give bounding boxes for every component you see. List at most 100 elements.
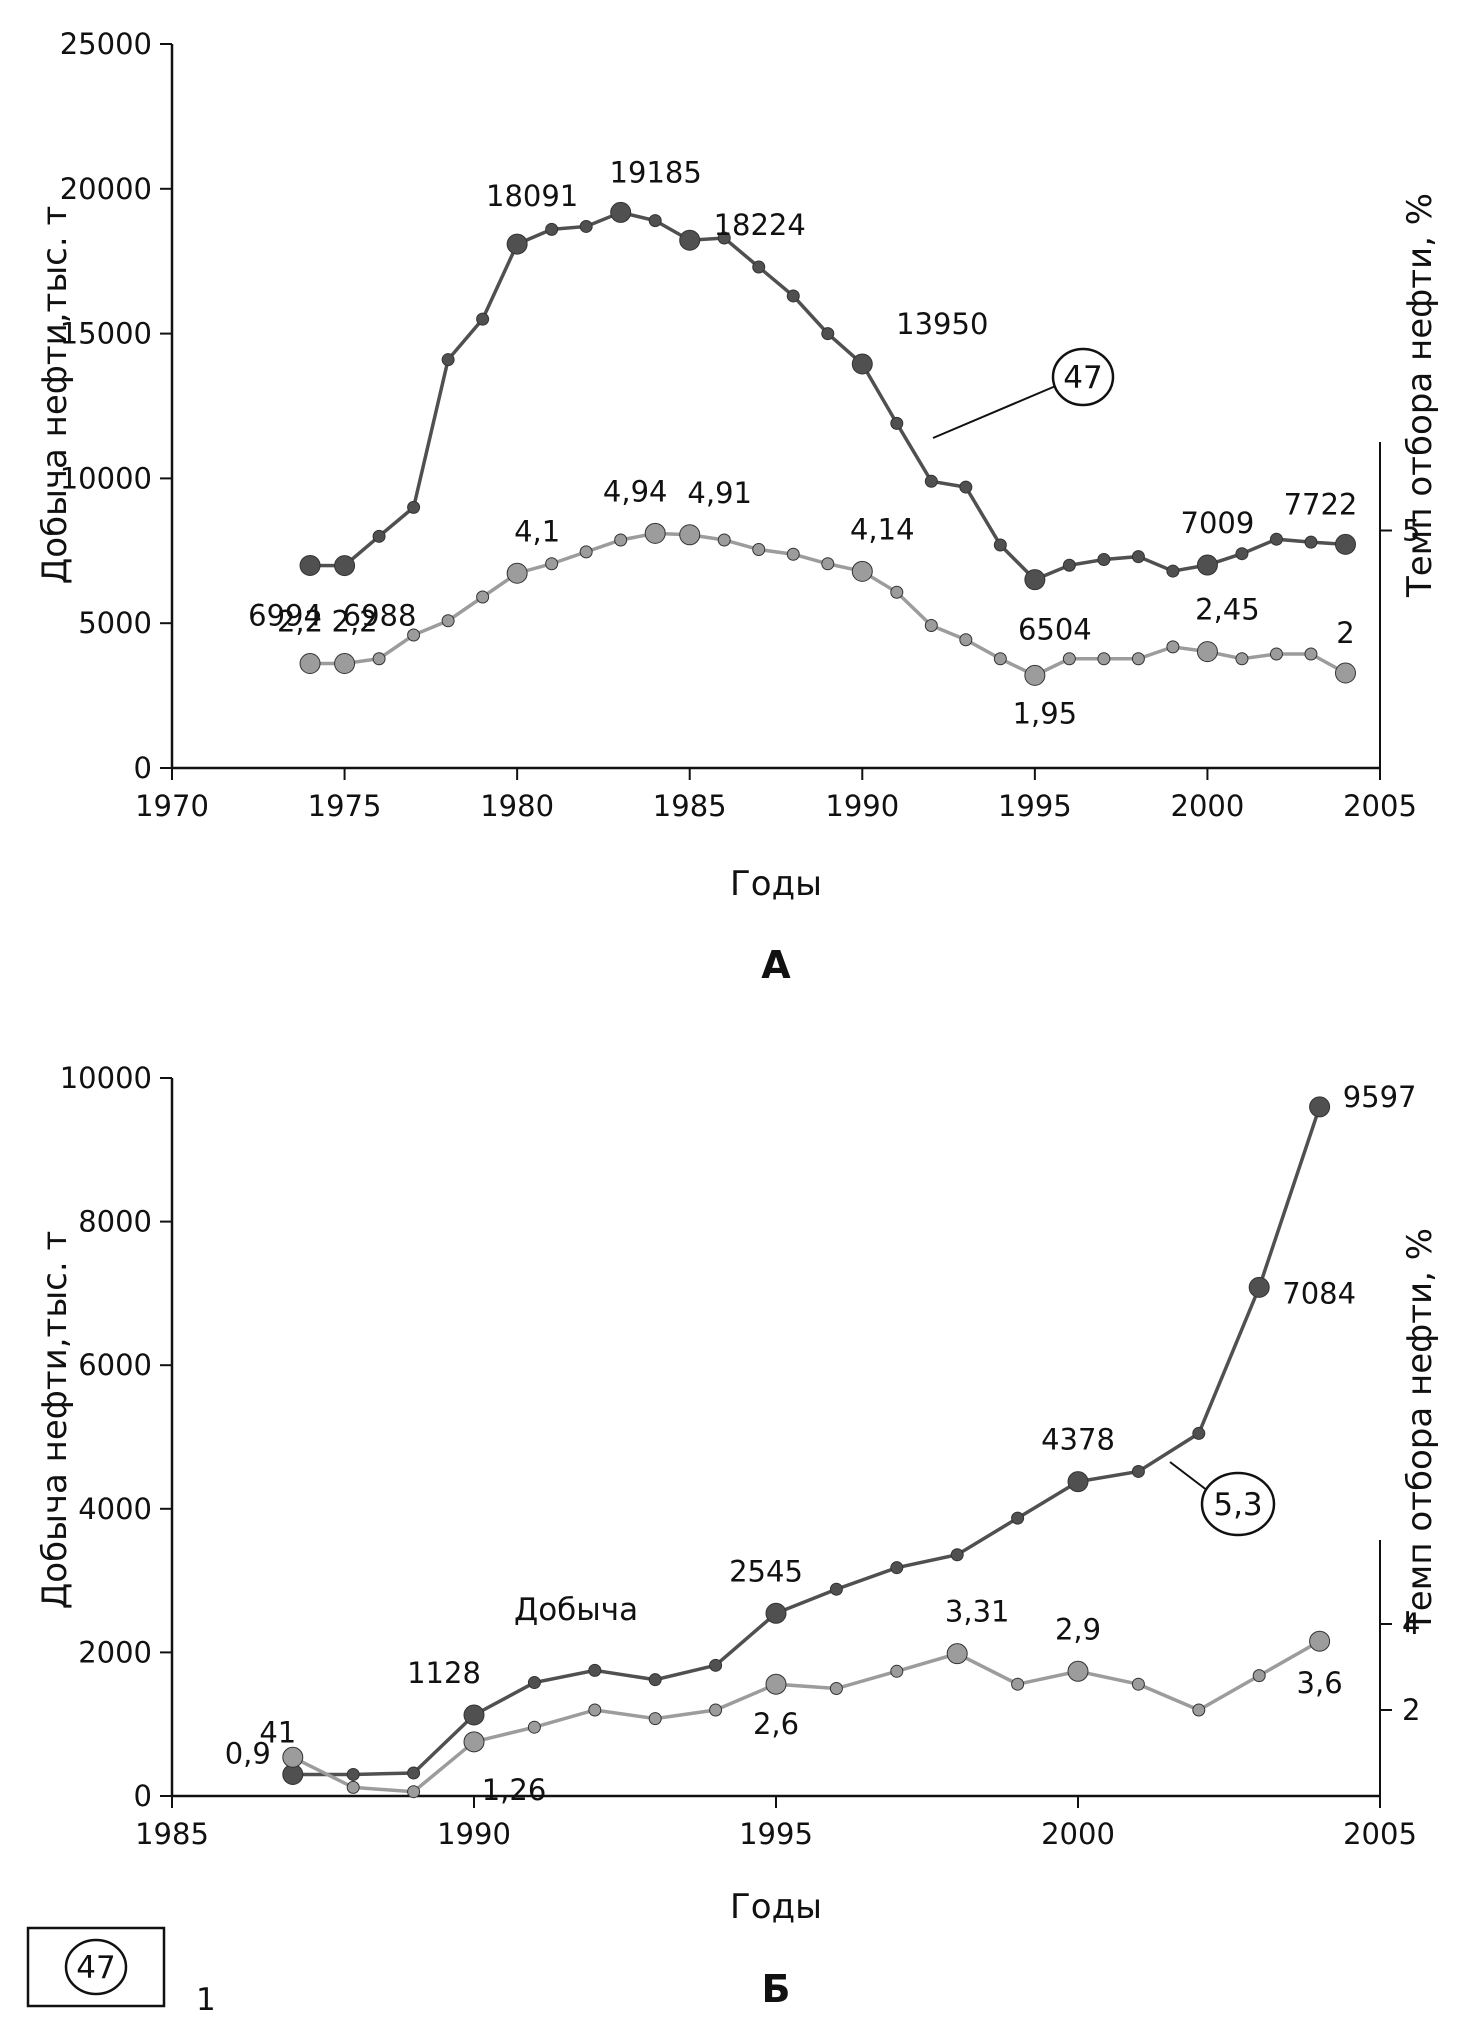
data-point <box>890 1664 904 1678</box>
legend-marker-label: 47 <box>76 1950 115 1986</box>
data-point <box>1166 640 1180 654</box>
data-point <box>1131 652 1145 666</box>
data-point <box>1309 1096 1331 1118</box>
data-point <box>1334 533 1356 555</box>
x-tick-label: 1975 <box>308 789 382 823</box>
series-line <box>292 1639 1321 1794</box>
data-label: 1,26 <box>482 1773 547 1807</box>
data-label: 18091 <box>486 179 578 213</box>
data-point <box>1309 1630 1331 1652</box>
data-point <box>959 480 973 494</box>
chart-b-ylabel: Добыча нефти,тыс. т <box>35 1231 75 1610</box>
data-label: 2 <box>1336 616 1354 650</box>
data-label: 4,94 <box>603 474 668 508</box>
data-point <box>709 1658 723 1672</box>
chart-a-marks <box>299 201 1356 686</box>
data-point <box>407 628 421 642</box>
data-point <box>765 1602 787 1624</box>
y-tick-label: 2000 <box>78 1635 152 1669</box>
data-label: 4378 <box>1041 1423 1115 1457</box>
data-point <box>679 524 701 546</box>
chart-b-caption: Б <box>762 1967 791 2011</box>
data-point <box>1131 1677 1145 1691</box>
data-point <box>1097 652 1111 666</box>
data-label: 13950 <box>896 307 988 341</box>
data-label: 18224 <box>714 208 806 242</box>
chart-a-ylabel-right: Темп отбора нефти, % <box>1400 193 1440 598</box>
chart-b-ylabel-right: Темп отбора нефти, % <box>1400 1228 1440 1633</box>
data-point <box>648 1712 662 1726</box>
series-line <box>310 531 1347 678</box>
y-tick-label: 0 <box>134 1779 152 1813</box>
data-point <box>1304 647 1318 661</box>
data-label: 1,95 <box>1013 696 1078 730</box>
data-label: 7009 <box>1181 506 1255 540</box>
data-point <box>1252 1669 1266 1683</box>
data-point <box>924 474 938 488</box>
data-point <box>1067 1471 1089 1493</box>
data-label: 0,9 <box>225 1736 271 1770</box>
y-tick-label: 25000 <box>60 27 152 61</box>
chart-b-marker-circle <box>1200 1471 1276 1537</box>
data-point <box>527 1676 541 1690</box>
data-point <box>1235 652 1249 666</box>
data-label: 2545 <box>729 1554 803 1588</box>
y-right-tick-label: 4 <box>1402 1607 1420 1641</box>
y-right-tick-label: 2 <box>1402 1693 1420 1727</box>
data-point <box>1269 647 1283 661</box>
y-right-tick-label: 5 <box>1402 514 1420 548</box>
data-point <box>1024 569 1046 591</box>
chart-a-marker-circle <box>1051 347 1115 407</box>
data-point <box>1062 558 1076 572</box>
chart-b-marker-leader <box>1169 1461 1213 1495</box>
data-label: 4,91 <box>687 476 752 510</box>
data-point <box>1192 1703 1206 1717</box>
data-point <box>334 653 356 674</box>
data-point <box>545 222 559 236</box>
data-label: 9597 <box>1343 1080 1417 1114</box>
chart-b-marker-label: 5,3 <box>1213 1487 1262 1523</box>
chart-a-data-labels: 6994 6988 18091 19185 18224 13950 6504 7009 7722… <box>248 155 1357 730</box>
y-tick-label: 8000 <box>78 1205 152 1239</box>
y-tick-label: 4000 <box>78 1492 152 1526</box>
data-point <box>890 585 904 599</box>
y-tick-label: 5000 <box>78 606 152 640</box>
data-label: 7722 <box>1284 487 1358 521</box>
data-label: 4,1 <box>514 514 560 548</box>
data-label: 2,9 <box>1055 1612 1101 1646</box>
data-point <box>890 416 904 430</box>
y-tick-label: 0 <box>134 751 152 785</box>
data-point <box>346 1767 360 1781</box>
chart-b-marks <box>282 1096 1331 1799</box>
x-tick-label: 1990 <box>825 789 899 823</box>
data-point <box>786 289 800 303</box>
x-tick-label: 1980 <box>480 789 554 823</box>
data-point <box>1196 641 1218 663</box>
data-point <box>545 557 559 571</box>
data-point <box>1131 550 1145 564</box>
chart-b-data-labels: 41 1128 2545 4378 7084 9597 0,9 1,26 2,6 3,31 2,9 3… <box>225 1080 1417 1807</box>
data-point <box>299 554 321 576</box>
data-point <box>924 619 938 632</box>
data-point <box>506 233 528 255</box>
y-tick-label: 15000 <box>60 317 152 351</box>
data-point <box>765 1673 787 1695</box>
data-point <box>441 353 455 367</box>
chart-b-xlabel: Годы <box>730 1887 822 1927</box>
data-point <box>1334 662 1356 684</box>
data-point <box>1131 1464 1145 1478</box>
x-tick-label: 1985 <box>653 789 727 823</box>
data-point <box>959 633 973 647</box>
data-point <box>579 219 593 233</box>
data-point <box>346 1780 360 1794</box>
data-point <box>829 1582 843 1596</box>
data-label: 6504 <box>1018 613 1092 647</box>
data-point <box>821 557 835 571</box>
data-point <box>282 1746 304 1768</box>
legend-item-value: 1 <box>196 1982 216 2018</box>
data-point <box>506 562 528 584</box>
data-point <box>407 500 421 514</box>
chart-a-marker-label: 47 <box>1063 360 1102 396</box>
chart-a: 0 5000 10000 15000 20000 25000 1970 1975 1980 198… <box>35 27 1440 987</box>
